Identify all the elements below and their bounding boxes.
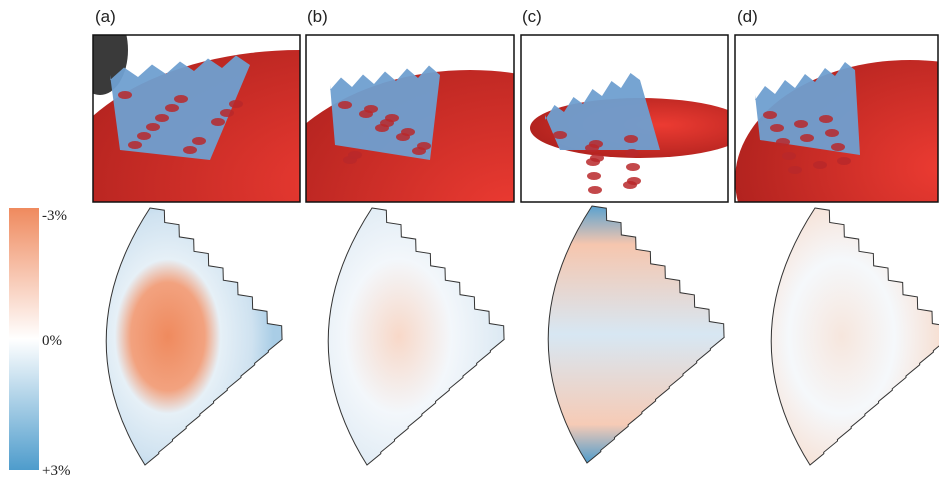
strain-map: [106, 208, 282, 465]
colorbar-middle-label: 0%: [42, 333, 62, 349]
red-spot: [118, 91, 132, 99]
red-spot: [831, 143, 845, 151]
strain-map: [548, 206, 724, 463]
page: {"panels": [{"label": "(a)"}, {"label": …: [0, 0, 939, 483]
red-spot: [146, 123, 160, 131]
red-spot: [800, 134, 814, 142]
strain-map: [771, 208, 939, 465]
panel-label: (d): [737, 7, 758, 26]
red-spot: [813, 161, 827, 169]
red-spot: [623, 181, 637, 189]
red-spot: [183, 146, 197, 154]
red-spot: [782, 152, 796, 160]
red-spot: [586, 158, 600, 166]
red-spot: [401, 128, 415, 136]
red-spot: [165, 104, 179, 112]
red-spot: [211, 118, 225, 126]
panel-label: (b): [307, 7, 328, 26]
red-spot: [174, 95, 188, 103]
red-spot: [192, 137, 206, 145]
red-spot: [587, 172, 601, 180]
red-spot: [128, 141, 142, 149]
panel-label: (a): [95, 7, 116, 26]
colorbar: [9, 208, 39, 470]
red-spot: [837, 157, 851, 165]
red-spot: [625, 149, 639, 157]
colorbar-top-label: -3%: [42, 208, 67, 224]
red-spot: [155, 114, 169, 122]
red-spot: [364, 105, 378, 113]
red-spot: [553, 131, 567, 139]
red-spot: [417, 142, 431, 150]
render-box: [521, 35, 750, 202]
red-spot: [770, 124, 784, 132]
red-spot: [825, 129, 839, 137]
panel-label: (c): [522, 7, 542, 26]
red-spot: [385, 114, 399, 122]
red-spot: [338, 101, 352, 109]
red-spot: [626, 163, 640, 171]
red-spot: [776, 138, 790, 146]
red-spot: [137, 132, 151, 140]
map-panels: [106, 206, 939, 465]
red-spot: [220, 109, 234, 117]
colorbar-bottom-label: +3%: [42, 463, 70, 479]
red-spot: [585, 144, 599, 152]
red-spot: [588, 186, 602, 194]
red-spot: [788, 166, 802, 174]
red-spot: [794, 120, 808, 128]
strain-map: [328, 208, 504, 465]
red-spot: [819, 115, 833, 123]
red-spot: [763, 111, 777, 119]
red-spot: [348, 151, 362, 159]
figure: -3% 0% +3% (a) (b) (c) (d): [0, 0, 939, 483]
red-spot: [229, 100, 243, 108]
red-spot: [624, 135, 638, 143]
